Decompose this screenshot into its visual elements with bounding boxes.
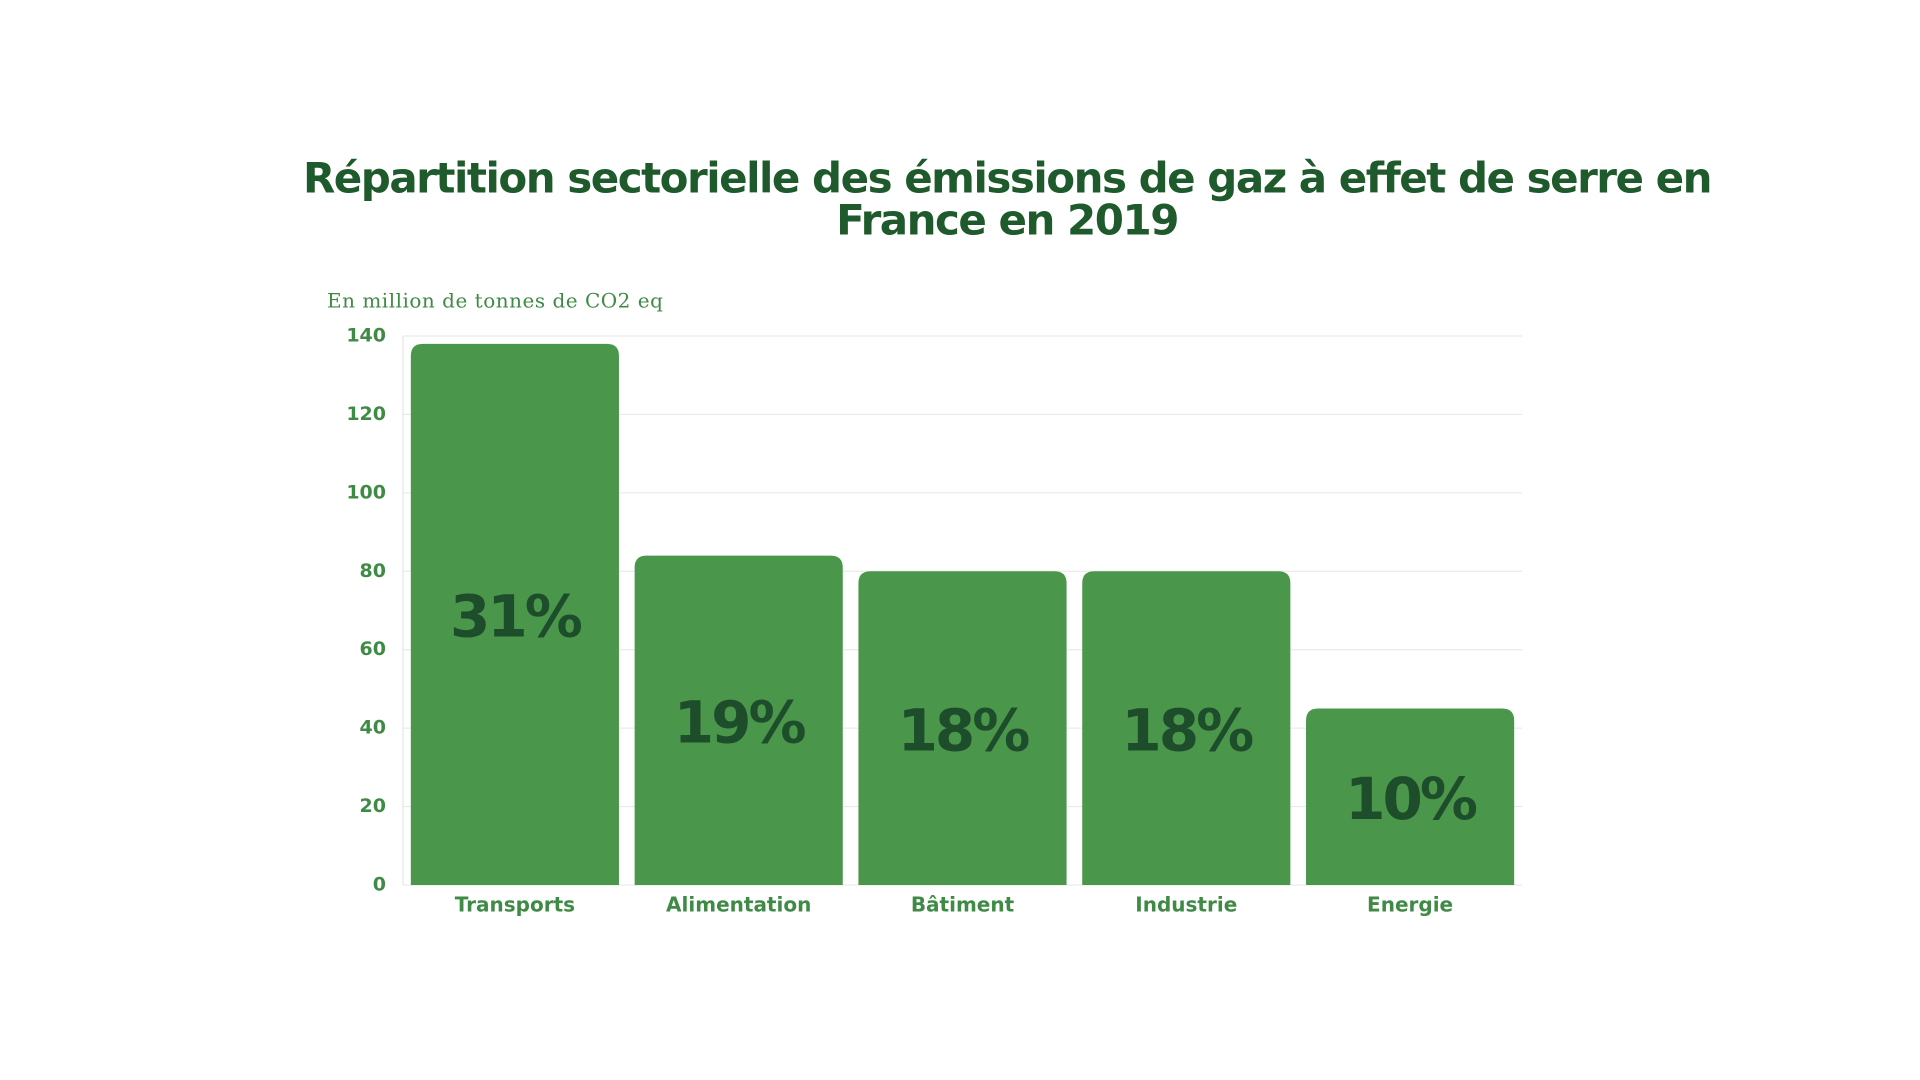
bar-annotation: 18% (898, 696, 1030, 764)
x-tick-label: Alimentation (666, 893, 811, 917)
y-tick-label: 0 (373, 874, 386, 896)
y-tick-label: 140 (346, 325, 386, 347)
y-tick-label: 40 (360, 717, 386, 739)
bar (634, 555, 843, 885)
y-tick-label: 120 (346, 403, 386, 425)
bar (858, 571, 1067, 885)
bar-annotation: 10% (1345, 765, 1477, 833)
y-axis-label: En million de tonnes de CO2 eq (327, 289, 663, 313)
bar-annotation: 19% (674, 688, 806, 756)
x-tick-label: Industrie (1135, 893, 1237, 917)
bar-annotation: 18% (1121, 696, 1253, 764)
x-tick-label: Bâtiment (911, 893, 1015, 917)
bar (1082, 571, 1291, 885)
y-tick-label: 60 (360, 638, 386, 660)
bar-annotation: 31% (450, 583, 582, 651)
x-tick-label: Energie (1367, 893, 1453, 917)
x-tick-label: Transports (455, 893, 575, 917)
chart-title: France en 2019 (836, 196, 1178, 245)
chart-title: Répartition sectorielle des émissions de… (303, 154, 1711, 203)
y-tick-label: 80 (360, 560, 386, 582)
bar (1306, 708, 1515, 885)
y-tick-label: 100 (346, 481, 386, 503)
y-tick-label: 20 (360, 795, 386, 817)
bar (410, 343, 619, 885)
